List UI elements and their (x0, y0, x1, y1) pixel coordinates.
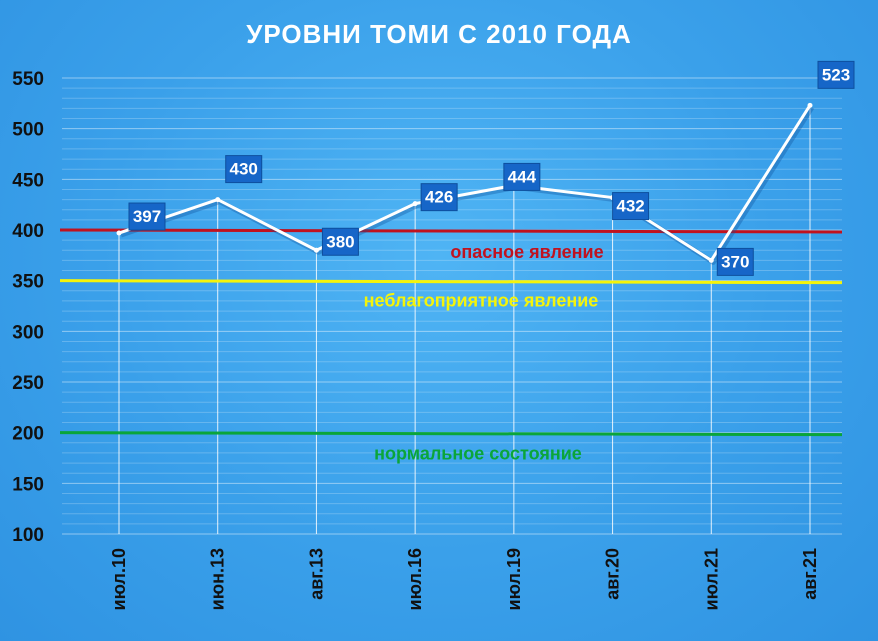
y-tick-label: 450 (12, 170, 44, 191)
data-label: 380 (326, 232, 354, 251)
y-tick-label: 100 (12, 525, 44, 546)
reference-line (59, 279, 843, 285)
data-point (708, 257, 714, 263)
data-label: 426 (425, 188, 453, 207)
x-tick-label: июл.16 (405, 548, 425, 610)
reference-line-label: опасное явление (450, 242, 603, 262)
series-line (118, 104, 812, 262)
x-tick-label: июл.21 (701, 548, 721, 610)
reference-line (59, 431, 843, 437)
data-label-box (321, 227, 359, 256)
data-label: 397 (133, 207, 161, 226)
series-line-shadow (120, 106, 815, 265)
data-label: 370 (721, 252, 749, 271)
y-tick-label: 550 (12, 69, 44, 90)
axis-layer: 550 500 450 400 350 300 250 200 150 100 июл.10 июн.… (12, 69, 820, 610)
data-point (116, 230, 122, 236)
y-tick-label: 250 (12, 373, 44, 394)
series-layer (116, 102, 815, 265)
y-tick-label: 300 (12, 322, 44, 343)
data-point (215, 197, 221, 203)
x-tick-label: июл.19 (504, 548, 524, 610)
y-tick-label: 200 (12, 424, 44, 445)
data-label: 432 (616, 197, 644, 216)
data-point (412, 201, 418, 207)
data-point (807, 102, 813, 108)
data-label-box (817, 60, 855, 89)
chart-title: УРОВНИ ТОМИ С 2010 ГОДА (246, 19, 632, 49)
data-label: 430 (230, 160, 258, 179)
grid-layer (62, 77, 842, 535)
data-labels: 397 430 380 426 444 432 370 523 (128, 60, 855, 276)
x-tick-label: июн.13 (208, 548, 228, 610)
y-tick-label: 500 (12, 120, 44, 141)
x-tick-label: авг.21 (800, 548, 820, 600)
reference-line-label: нормальное состояние (374, 444, 582, 464)
x-tick-label: авг.20 (603, 548, 623, 600)
x-tick-label: июл.10 (109, 548, 129, 610)
y-tick-label: 350 (12, 272, 44, 293)
data-label-box (716, 247, 754, 276)
reference-line (59, 228, 843, 234)
data-label-box (503, 162, 541, 191)
data-label-box (420, 183, 458, 212)
reference-lines: опасное явление неблагоприятное явление но… (59, 228, 843, 464)
data-label: 523 (822, 65, 850, 84)
y-tick-label: 400 (12, 221, 44, 242)
reference-line-label: неблагоприятное явление (364, 291, 599, 311)
data-point (313, 247, 319, 253)
data-label-box (612, 192, 650, 221)
data-label-box (128, 202, 166, 231)
data-label: 444 (508, 167, 537, 186)
x-tick-label: авг.13 (306, 548, 326, 600)
y-tick-label: 150 (12, 474, 44, 495)
data-label-box (225, 155, 263, 184)
